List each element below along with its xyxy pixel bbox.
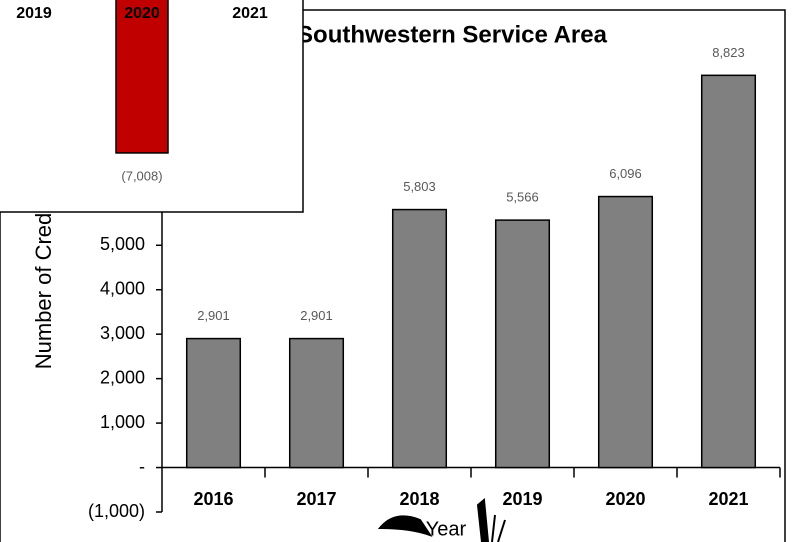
y-tick-label: 4,000 — [100, 278, 145, 298]
y-axis-title: Number of Credits — [31, 191, 56, 370]
cursor-artifact — [377, 498, 506, 542]
value-label: 8,823 — [712, 45, 745, 60]
x-tick-label: 2019 — [502, 489, 542, 509]
bar — [391, 208, 448, 469]
bar — [494, 219, 551, 469]
y-tick-label: - — [139, 456, 145, 476]
value-label: 5,566 — [506, 190, 539, 205]
y-tick-label: (1,000) — [88, 501, 145, 521]
value-label: 6,096 — [609, 166, 642, 181]
x-tick-label: 2020 — [124, 5, 160, 22]
value-label: 2,901 — [300, 308, 333, 323]
value-label: 2,901 — [197, 308, 230, 323]
x-tick-label: 2020 — [605, 489, 645, 509]
y-tick-label: 2,000 — [100, 367, 145, 387]
x-tick-label: 2019 — [16, 5, 52, 22]
y-tick-label: 3,000 — [100, 323, 145, 343]
x-tick-label: 2021 — [708, 489, 748, 509]
bar — [288, 337, 345, 469]
bar — [115, 0, 169, 154]
bar — [185, 337, 242, 469]
y-tick-label: 5,000 — [100, 234, 145, 254]
value-label: 5,803 — [403, 179, 436, 194]
y-tick-label: 1,000 — [100, 412, 145, 432]
bar — [597, 195, 654, 469]
chart-title: Southwestern Service Area — [297, 21, 608, 48]
x-tick-label: 2021 — [232, 5, 268, 22]
overlay-chart: 2019 (7,008) 2020 2021 — [0, 0, 304, 213]
bar — [700, 74, 757, 469]
x-tick-label: 2016 — [193, 489, 233, 509]
x-axis-title: Year — [426, 518, 467, 540]
value-label: (7,008) — [121, 168, 162, 183]
x-tick-label: 2017 — [296, 489, 336, 509]
x-tick-label: 2018 — [399, 489, 439, 509]
